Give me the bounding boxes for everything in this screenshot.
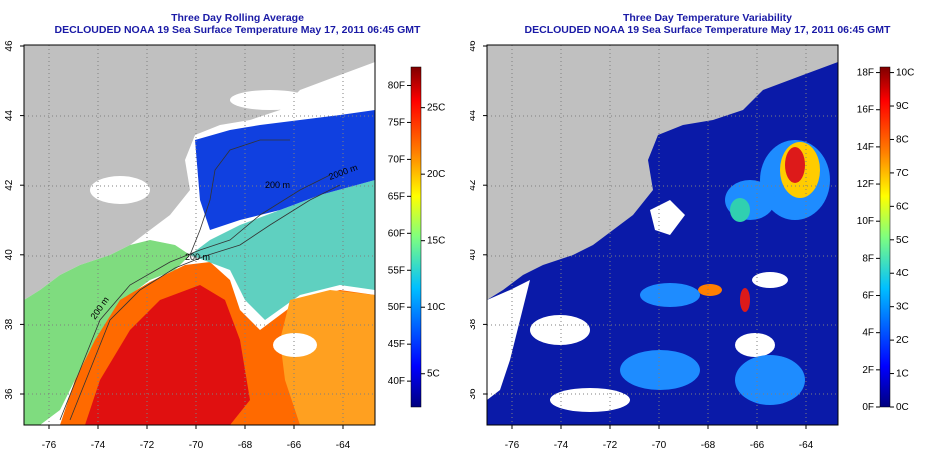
- y-tick-label: 44: [4, 110, 15, 122]
- colorbar-f-label: 40F: [388, 376, 405, 387]
- x-tick-label: -68: [238, 440, 253, 451]
- y-tick-label: 36: [470, 388, 478, 400]
- y-tick-label: 36: [4, 388, 15, 400]
- y-tick-label: 42: [4, 179, 15, 191]
- colorbar-c-label: 3C: [896, 302, 909, 313]
- slope-water: [190, 180, 375, 320]
- map-subtitle: DECLOUDED NOAA 19 Sea Surface Temperatur…: [524, 24, 891, 36]
- x-tick-label: -76: [42, 440, 57, 451]
- map-subtitle: DECLOUDED NOAA 19 Sea Surface Temperatur…: [54, 24, 421, 36]
- sst-average-panel: Three Day Rolling Average DECLOUDED NOAA…: [4, 12, 445, 451]
- colorbar-c-label: 15C: [427, 236, 445, 247]
- y-tick-label: 46: [470, 40, 478, 52]
- x-axis: -76 -74 -72 -70 -68 -66 -64: [42, 425, 351, 451]
- colorbar-f-label: 18F: [857, 68, 874, 79]
- colorbar-f-label: 14F: [857, 142, 874, 153]
- y-tick-label: 40: [4, 249, 15, 261]
- colorbar-f-label: 55F: [388, 265, 405, 276]
- colorbar-c-label: 5C: [896, 235, 909, 246]
- y-tick-label: 46: [4, 40, 15, 52]
- colorbar-f-label: 4F: [862, 328, 874, 339]
- warm-core-ring: [280, 290, 375, 425]
- x-tick-label: -70: [652, 440, 667, 451]
- colorbar-c-label: 8C: [896, 134, 909, 145]
- y-axis: 36 38 40 42 44 46: [470, 40, 487, 400]
- colorbar-f-label: 12F: [857, 179, 874, 190]
- y-tick-label: 44: [470, 110, 478, 122]
- colorbar-c-label: 9C: [896, 101, 909, 112]
- colorbar-f-label: 65F: [388, 191, 405, 202]
- colorbar-c-label: 20C: [427, 169, 445, 180]
- colorbar-f-label: 70F: [388, 154, 405, 165]
- y-tick-label: 38: [470, 318, 478, 330]
- gulf-of-maine: [195, 110, 375, 230]
- x-tick-label: -72: [603, 440, 618, 451]
- land-mass: [24, 45, 375, 300]
- sst-average-map: 200 m 2000 m 200 m 200 m -76 -74 -72 -70 -68…: [4, 40, 445, 451]
- colorbar-c-label: 5C: [427, 369, 440, 380]
- x-tick-label: -68: [701, 440, 716, 451]
- colorbar-c-label: 10C: [896, 68, 914, 79]
- gulf-stream-core: [85, 285, 250, 425]
- x-tick-label: -74: [554, 440, 569, 451]
- shelf-water: [24, 240, 190, 425]
- map-title: Three Day Temperature Variability: [622, 12, 793, 24]
- colorbar-f-label: 75F: [388, 117, 405, 128]
- y-axis: 36 38 40 42 44 46: [4, 40, 24, 400]
- land-mass: [487, 45, 838, 300]
- colorbar-c-label: 7C: [896, 168, 909, 179]
- x-tick-label: -66: [287, 440, 302, 451]
- map-title: Three Day Rolling Average: [171, 12, 304, 24]
- x-tick-label: -64: [336, 440, 351, 451]
- sst-variability-map: -76 -74 -72 -70 -68 -66 -64 36 38 40 42 44 46 18F 16…: [470, 40, 914, 451]
- colorbar-f-label: 0F: [862, 402, 874, 413]
- colorbar: [410, 66, 422, 408]
- colorbar-f-label: 60F: [388, 228, 405, 239]
- colorbar-c-label: 0C: [896, 402, 909, 413]
- x-tick-label: -72: [140, 440, 155, 451]
- colorbar-f-label: 2F: [862, 365, 874, 376]
- contour-label: 200 m: [185, 252, 210, 262]
- colorbar-c-label: 10C: [427, 302, 445, 313]
- colorbar-c-label: 2C: [896, 335, 909, 346]
- colorbar-c-label: 1C: [896, 369, 909, 380]
- x-tick-label: -76: [505, 440, 520, 451]
- x-tick-label: -66: [750, 440, 765, 451]
- colorbar-f-label: 16F: [857, 105, 874, 116]
- colorbar-f-label: 6F: [862, 291, 874, 302]
- y-tick-label: 42: [470, 179, 478, 191]
- colorbar-f-label: 10F: [857, 216, 874, 227]
- y-tick-label: 40: [470, 249, 478, 261]
- contour-label: 200 m: [265, 180, 290, 190]
- x-tick-label: -74: [91, 440, 106, 451]
- colorbar-c-label: 25C: [427, 103, 445, 114]
- x-tick-label: -64: [799, 440, 814, 451]
- colorbar-f-label: 8F: [862, 253, 874, 264]
- sst-variability-panel: Three Day Temperature Variability DECLOU…: [470, 0, 945, 475]
- colorbar-c-label: 4C: [896, 268, 909, 279]
- colorbar-f-label: 80F: [388, 80, 405, 91]
- colorbar-f-label: 50F: [388, 302, 405, 313]
- x-axis: -76 -74 -72 -70 -68 -66 -64: [505, 425, 814, 451]
- x-tick-label: -70: [189, 440, 204, 451]
- colorbar-c-label: 6C: [896, 201, 909, 212]
- y-tick-label: 38: [4, 318, 15, 330]
- colorbar: [879, 66, 891, 408]
- colorbar-f-label: 45F: [388, 339, 405, 350]
